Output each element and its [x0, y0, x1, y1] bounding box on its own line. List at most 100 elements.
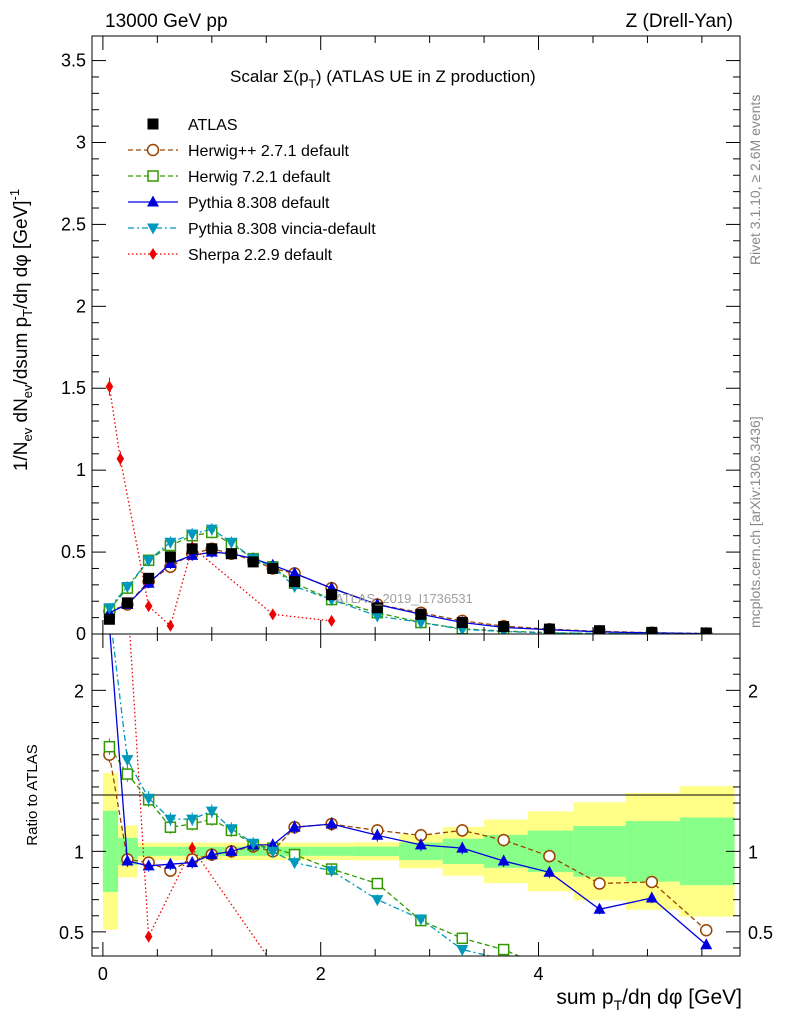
ratio-point-herwig-7-2-1-default [456, 932, 469, 945]
header-right: Z (Drell-Yan) [626, 11, 733, 32]
main-point-atlas [247, 556, 259, 568]
main-y-tick-label: 0 [76, 624, 86, 644]
ratio-point-herwig-2-7-1-default [456, 824, 469, 837]
main-y-tick-label: 3 [76, 132, 86, 152]
legend-marker [147, 118, 159, 130]
ratio-line-sherpa-2-2-9-default [129, 634, 269, 956]
ratio-point-pythia-8-308-vincia-default [325, 866, 338, 878]
ratio-band-inner [137, 846, 160, 856]
legend-entry-pythia-8-308-vincia-default: Pythia 8.308 vincia-default [128, 221, 376, 238]
ratio-point-sherpa-2-2-9-default [188, 842, 196, 855]
ratio-point-pythia-8-308-default [414, 838, 427, 850]
ratio-point-pythia-8-308-vincia-default [288, 858, 301, 870]
ratio-panel: 0.5 0.5 1 1 2 2 0 2 4 [59, 633, 773, 984]
legend-entry-sherpa-2-2-9-default: Sherpa 2.2.9 default [128, 247, 333, 264]
main-point-atlas [415, 608, 427, 620]
title-sub: T [309, 77, 317, 91]
ratio-y-tick-label-left: 2 [74, 681, 84, 701]
main-point-sherpa-2-2-9-default [116, 452, 125, 465]
ratio-y-tick-label-right: 1 [748, 842, 758, 862]
header-left: 13000 GeV pp [105, 11, 228, 32]
main-point-atlas [543, 623, 555, 634]
main-point-atlas [646, 626, 658, 634]
ratio-point-pythia-8-308-default [497, 854, 510, 866]
ratio-point-pythia-8-308-default [142, 859, 155, 871]
main-y-tick-label: 3.5 [61, 51, 86, 71]
ratio-point-pythia-8-308-default [205, 848, 218, 860]
main-point-pythia-8-308-vincia-default [225, 537, 238, 549]
main-y-tick-label: 2 [76, 296, 86, 316]
ratio-axes: 0.5 0.5 1 1 2 2 0 2 4 [59, 634, 773, 984]
ratio-point-pythia-8-308-vincia-default [205, 806, 218, 818]
ratio-point-pythia-8-308-default [266, 838, 279, 850]
ratio-band-inner [573, 825, 626, 877]
main-point-pythia-8-308-default [164, 557, 177, 569]
ratio-y-tick-label-right: 0.5 [748, 923, 773, 943]
legend-marker [147, 170, 159, 182]
legend-marker [147, 223, 159, 235]
main-point-pythia-8-308-vincia-default [164, 537, 177, 549]
main-point-sherpa-2-2-9-default [166, 619, 175, 632]
ratio-point-pythia-8-308-default [645, 891, 658, 903]
main-point-atlas [143, 572, 155, 584]
main-y-tick-label: 2.5 [61, 214, 86, 234]
ratio-point-pythia-8-308-default [593, 902, 606, 914]
main-point-atlas [206, 543, 218, 555]
legend-label: Pythia 8.308 vincia-default [188, 221, 376, 238]
main-point-atlas [326, 589, 338, 601]
main-point-pythia-8-308-default [288, 566, 301, 578]
ratio-point-pythia-8-308-default [456, 841, 469, 853]
ratio-point-herwig-2-7-1-default [497, 833, 510, 847]
ratio-band-inner [399, 842, 443, 861]
main-y-tick-label: 1 [76, 460, 86, 480]
x-tick-label: 2 [316, 964, 326, 984]
main-y-tick-label: 0.5 [61, 542, 86, 562]
main-point-pythia-8-308-vincia-default [371, 611, 384, 623]
main-line-herwig-7-2-1-default [108, 531, 707, 634]
ratio-point-herwig-7-2-1-default [371, 877, 384, 890]
main-panel: 0 0.5 1 1.5 2 2.5 3 3.5 [61, 35, 741, 644]
legend-marker [146, 143, 160, 157]
legend-entry-atlas: ATLAS [147, 117, 238, 134]
mcplots-label: mcplots.cern.ch [arXiv:1306.3436] [747, 416, 763, 628]
ratio-point-pythia-8-308-vincia-default [247, 838, 260, 850]
legend-entry-herwig-2-7-1-default: Herwig++ 2.7.1 default [128, 143, 350, 160]
ratio-point-pythia-8-308-default [186, 856, 199, 868]
main-series-atlas [103, 543, 712, 634]
ratio-point-herwig-2-7-1-default [543, 849, 556, 863]
x-axis-title: sum pT/dη dφ [GeV] [556, 986, 742, 1013]
main-y-axis-title: 1/Nev dNev/dsum pT/dη dφ [GeV]-1 [7, 189, 35, 471]
main-point-pythia-8-308-vincia-default [186, 529, 199, 541]
main-series-sherpa-2-2-9-default [105, 377, 336, 632]
legend-label: Sherpa 2.2.9 default [188, 247, 333, 264]
main-point-pythia-8-308-vincia-default [103, 603, 116, 615]
ratio-band-inner [159, 846, 182, 856]
ratio-point-pythia-8-308-vincia-default [456, 945, 469, 956]
main-point-pythia-8-308-vincia-default [414, 618, 427, 630]
ratio-series-pythia-8-308-default [109, 634, 713, 950]
ratio-point-pythia-8-308-vincia-default [164, 814, 177, 826]
ratio-point-pythia-8-308-default [225, 844, 238, 856]
title-main: Scalar Σ(p [230, 67, 309, 86]
main-point-atlas [186, 543, 198, 555]
main-point-pythia-8-308-vincia-default [121, 581, 134, 593]
legend-marker [149, 248, 157, 260]
plot-title: Scalar Σ(pT) (ATLAS UE in Z production) [230, 67, 536, 91]
ratio-frame [91, 633, 741, 957]
main-point-sherpa-2-2-9-default [327, 614, 336, 627]
main-point-atlas [103, 613, 115, 625]
ratio-band-inner [102, 810, 119, 892]
legend-marker [147, 195, 159, 207]
ratio-band-inner [625, 821, 681, 882]
analysis-watermark: ATLAS_2019_I1736531 [335, 591, 473, 606]
ratio-point-pythia-8-308-default [543, 865, 556, 877]
legend-entry-pythia-8-308-default: Pythia 8.308 default [128, 195, 330, 212]
main-point-pythia-8-308-vincia-default [205, 524, 218, 536]
main-y-tick-label: 1.5 [61, 378, 86, 398]
main-point-atlas [456, 617, 468, 629]
main-line-pythia-8-308-vincia-default [108, 528, 707, 634]
main-point-atlas [371, 602, 383, 614]
ratio-point-pythia-8-308-default [700, 938, 713, 950]
ratio-band-inner [680, 817, 735, 886]
